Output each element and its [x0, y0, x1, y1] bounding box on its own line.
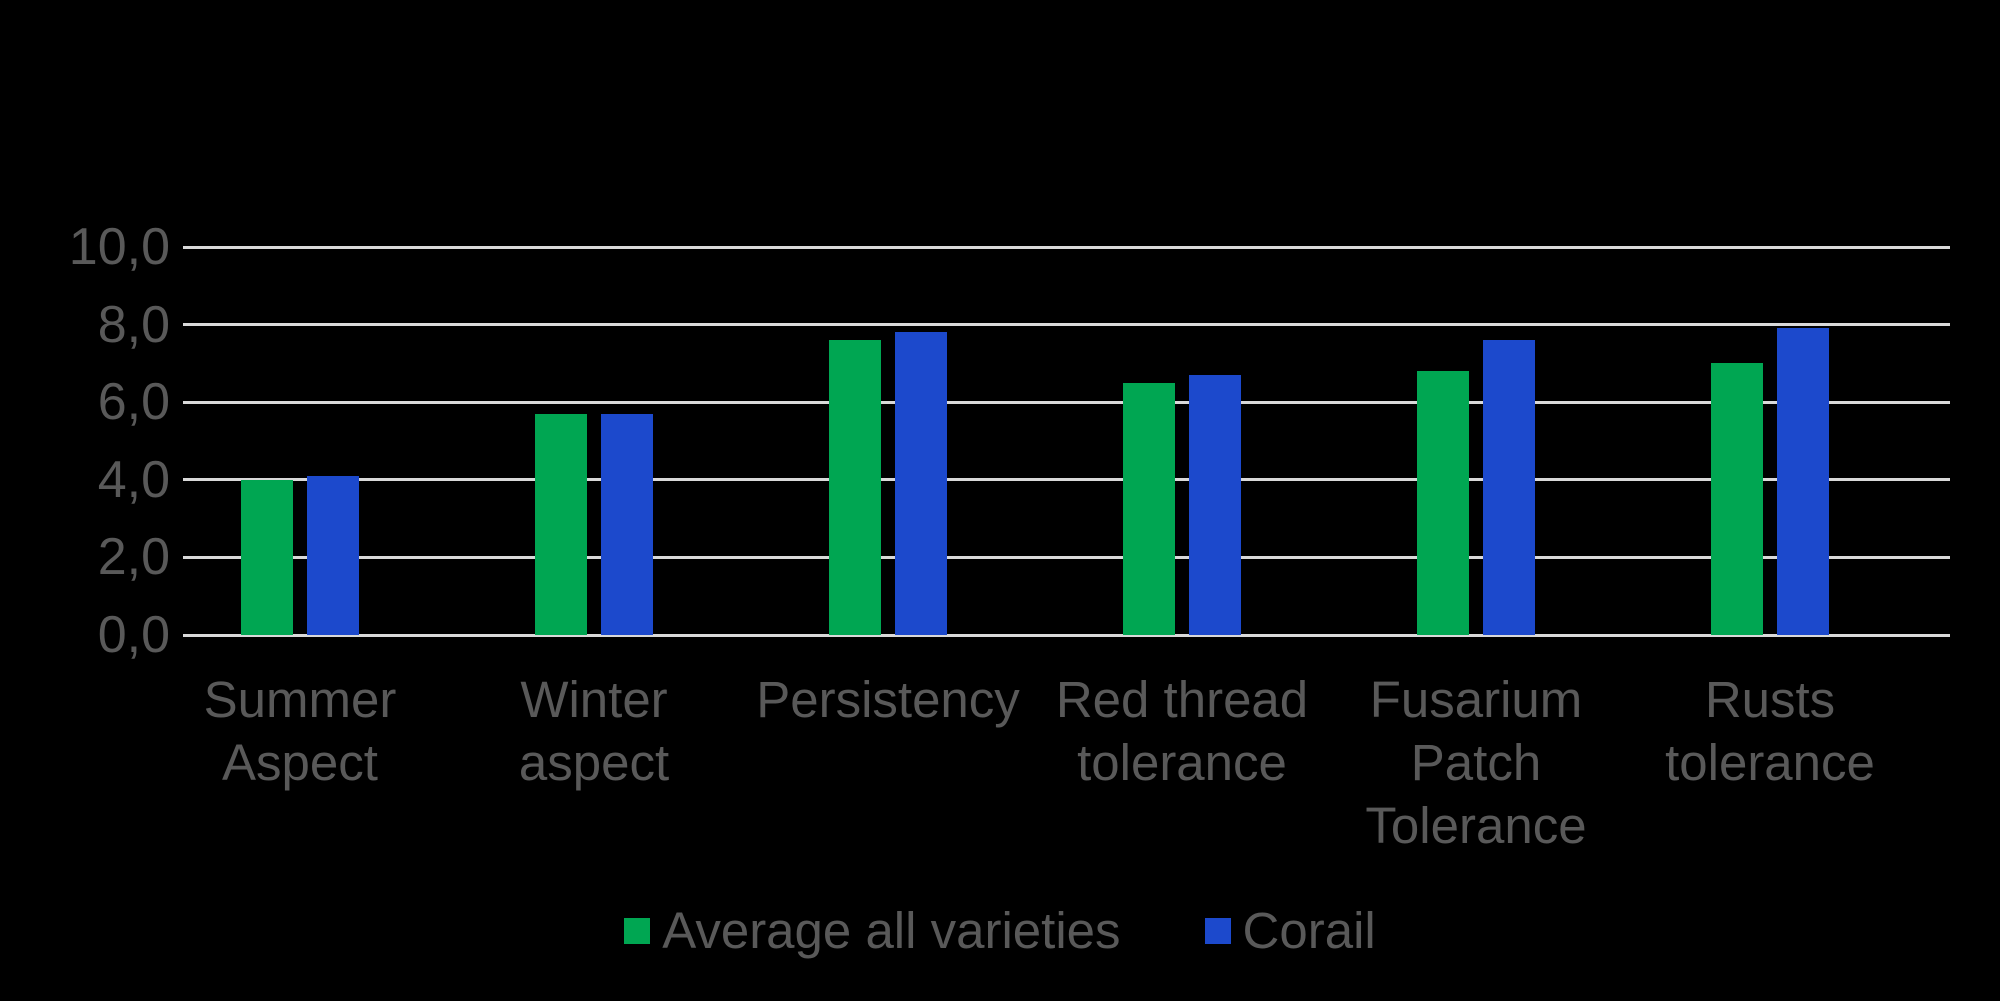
- legend-item: Corail: [1204, 902, 1376, 959]
- category-group-6: [1623, 247, 1917, 635]
- category-group-5: [1329, 247, 1623, 635]
- y-axis-tick-label: 6,0: [97, 373, 170, 432]
- gridline: [183, 245, 1950, 249]
- y-axis-tick-label: 8,0: [97, 295, 170, 354]
- plot-area: [153, 247, 1917, 635]
- gridline: [183, 633, 1950, 637]
- bar-average-all-varieties: [1711, 363, 1763, 635]
- legend-item: Average all varieties: [624, 902, 1121, 959]
- bar-average-all-varieties: [1123, 382, 1175, 635]
- y-axis-tick-label: 0,0: [97, 606, 170, 664]
- bar-corail: [1483, 340, 1535, 635]
- category-label: Persistency: [756, 671, 1020, 728]
- bar-corail: [1777, 328, 1829, 635]
- bar-average-all-varieties: [829, 340, 881, 635]
- category-group-2: [447, 247, 741, 635]
- bar-corail: [307, 475, 359, 635]
- bar-corail: [1189, 375, 1241, 635]
- bar-average-all-varieties: [1417, 371, 1469, 635]
- category-label: Rusts tolerance: [1665, 671, 1875, 791]
- gridline: [183, 323, 1950, 327]
- legend: Average all varieties Corail: [0, 903, 2000, 958]
- category-label: Summer Aspect: [203, 671, 397, 791]
- bar-corail: [601, 413, 653, 635]
- category-label: Red thread tolerance: [1055, 671, 1309, 791]
- legend-label: Corail: [1242, 902, 1376, 959]
- x-axis-category-labels: Summer Aspect Winter aspect Persistency Red t…: [153, 668, 1917, 857]
- gridline: [183, 555, 1950, 559]
- bar-average-all-varieties: [535, 413, 587, 635]
- bar-average-all-varieties: [241, 479, 293, 635]
- category-group-4: [1035, 247, 1329, 635]
- legend-swatch-icon: [624, 917, 651, 944]
- category-label: Winter aspect: [518, 671, 670, 791]
- legend-label: Average all varieties: [662, 902, 1121, 959]
- gridline: [183, 478, 1950, 482]
- bar-corail: [895, 332, 947, 635]
- legend-swatch-icon: [1204, 917, 1231, 944]
- y-axis-tick-label: 10,0: [68, 218, 170, 276]
- category-group-1: [153, 247, 447, 635]
- gridline: [183, 400, 1950, 404]
- y-axis-tick-label: 4,0: [97, 450, 170, 509]
- category-group-3: [741, 247, 1035, 635]
- category-label: Fusarium Patch Tolerance: [1365, 671, 1587, 854]
- y-axis-tick-label: 2,0: [97, 528, 170, 587]
